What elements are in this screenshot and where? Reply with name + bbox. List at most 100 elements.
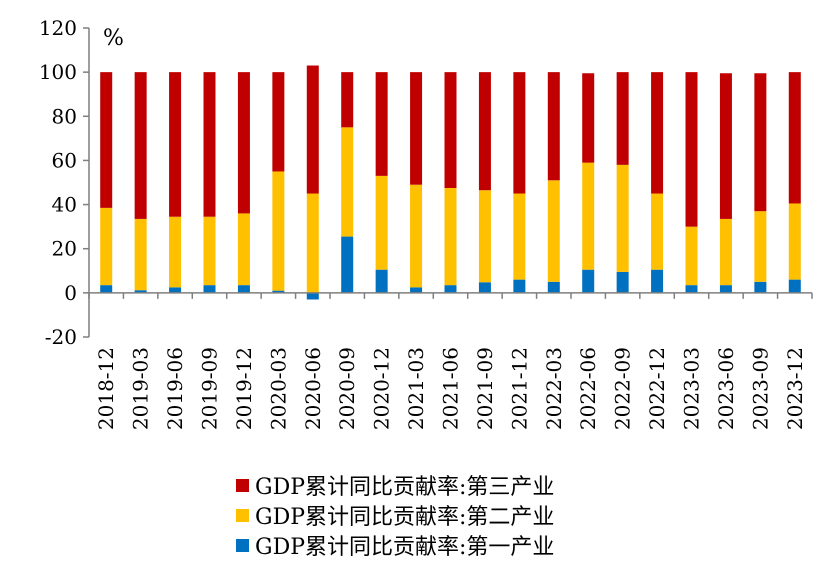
y-tick-label: 0 bbox=[64, 281, 77, 305]
bar-segment bbox=[306, 65, 319, 194]
legend: GDP累计同比贡献率:第三产业 GDP累计同比贡献率:第二产业 GDP累计同比贡献率… bbox=[236, 475, 554, 560]
bar-segment bbox=[478, 72, 491, 191]
bar-segment bbox=[169, 72, 182, 217]
x-tick-label: 2021-09 bbox=[473, 347, 497, 430]
bar-segment bbox=[582, 73, 595, 163]
x-tick-label: 2023-12 bbox=[783, 347, 807, 430]
bar-segment bbox=[513, 193, 526, 280]
bar-segment bbox=[478, 282, 491, 293]
bar-segment bbox=[788, 203, 801, 280]
bar-segment bbox=[582, 269, 595, 293]
y-tick-label: 20 bbox=[52, 237, 77, 261]
bar-segment bbox=[237, 285, 250, 293]
bar-segment bbox=[788, 279, 801, 293]
bar-segment bbox=[100, 207, 113, 286]
y-tick-label: 80 bbox=[52, 104, 77, 128]
bar-segment bbox=[547, 281, 560, 293]
y-tick-label: 60 bbox=[52, 148, 77, 172]
x-tick-label: 2022-06 bbox=[576, 347, 600, 430]
bar-segment bbox=[203, 72, 216, 217]
bar-segment bbox=[754, 73, 767, 212]
x-tick-label: 2021-03 bbox=[404, 347, 428, 430]
bar-segment bbox=[169, 216, 182, 288]
bar-segment bbox=[754, 281, 767, 293]
x-tick-label: 2020-03 bbox=[266, 347, 290, 430]
bar-segment bbox=[685, 285, 698, 293]
legend-label: GDP累计同比贡献率:第二产业 bbox=[255, 505, 554, 530]
bar-segment bbox=[272, 290, 285, 293]
bar-segment bbox=[341, 236, 354, 293]
x-tick-label: 2023-09 bbox=[748, 347, 772, 430]
x-tick-label: 2022-03 bbox=[542, 347, 566, 430]
bar-segment bbox=[341, 72, 354, 128]
x-tick-label: 2019-06 bbox=[163, 347, 187, 430]
bar-segment bbox=[444, 188, 457, 286]
bar-segment bbox=[272, 171, 285, 291]
bar-segment bbox=[272, 72, 285, 172]
bar-segment bbox=[719, 218, 732, 286]
bar-segment bbox=[306, 292, 319, 300]
bar-segment bbox=[444, 72, 457, 189]
y-unit-label: % bbox=[103, 26, 124, 51]
bar-segment bbox=[444, 285, 457, 293]
x-tick-label: 2021-12 bbox=[507, 347, 531, 430]
bar-segment bbox=[616, 164, 629, 272]
bar-segment bbox=[410, 72, 423, 185]
x-tick-label: 2021-06 bbox=[439, 347, 463, 430]
x-ticks: 2018-12 2019-03 2019-06 2019-09 2019-12 2020-… bbox=[88, 292, 813, 430]
bar-segment bbox=[513, 72, 526, 194]
bar-segment bbox=[375, 269, 388, 293]
legend-swatch bbox=[236, 539, 249, 552]
bar-segment bbox=[100, 285, 113, 293]
bar-segment bbox=[616, 271, 629, 293]
bar-segment bbox=[306, 193, 319, 293]
bar-segment bbox=[375, 175, 388, 270]
bar-segment bbox=[651, 193, 664, 270]
x-tick-label: 2023-06 bbox=[714, 347, 738, 430]
bar-segment bbox=[788, 72, 801, 204]
bar-segment bbox=[410, 287, 423, 293]
bar-segment bbox=[169, 287, 182, 293]
y-tick-label: -20 bbox=[45, 325, 77, 349]
bar-segment bbox=[100, 72, 113, 208]
bar-segment bbox=[719, 73, 732, 219]
x-tick-label: 2023-03 bbox=[680, 347, 704, 430]
bar-segment bbox=[616, 72, 629, 165]
bar-segment bbox=[203, 216, 216, 286]
y-ticks: -20 0 20 40 60 80 100 120 bbox=[39, 16, 89, 349]
x-tick-label: 2020-09 bbox=[335, 347, 359, 430]
bar-segment bbox=[582, 162, 595, 270]
bar-segment bbox=[685, 72, 698, 227]
bar-segment bbox=[651, 269, 664, 293]
y-tick-label: 40 bbox=[52, 193, 77, 217]
x-tick-label: 2022-09 bbox=[611, 347, 635, 430]
bar-segment bbox=[203, 285, 216, 293]
x-tick-label: 2019-12 bbox=[232, 347, 256, 430]
x-tick-label: 2019-03 bbox=[129, 347, 153, 430]
legend-swatch bbox=[236, 509, 249, 522]
bar-segment bbox=[237, 72, 250, 214]
bar-segment bbox=[134, 290, 147, 293]
legend-label: GDP累计同比贡献率:第一产业 bbox=[255, 535, 554, 560]
legend-swatch bbox=[236, 479, 249, 492]
bar-segment bbox=[134, 72, 147, 219]
bar-segment bbox=[375, 72, 388, 176]
y-tick-label: 100 bbox=[39, 60, 77, 84]
bar-segment bbox=[754, 211, 767, 282]
bar-segment bbox=[237, 213, 250, 286]
bar-segment bbox=[478, 190, 491, 283]
bar-segment bbox=[513, 279, 526, 293]
bar-segment bbox=[651, 72, 664, 194]
bar-segment bbox=[341, 127, 354, 237]
bar-segment bbox=[685, 226, 698, 286]
x-tick-label: 2020-06 bbox=[301, 347, 325, 430]
bar-segment bbox=[547, 180, 560, 282]
bar-segment bbox=[410, 184, 423, 288]
legend-label: GDP累计同比贡献率:第三产业 bbox=[255, 475, 554, 500]
bar-segment bbox=[719, 285, 732, 293]
bar-segment bbox=[547, 72, 560, 181]
x-tick-label: 2019-09 bbox=[198, 347, 222, 430]
bars-layer bbox=[100, 65, 801, 300]
bar-segment bbox=[134, 218, 147, 291]
